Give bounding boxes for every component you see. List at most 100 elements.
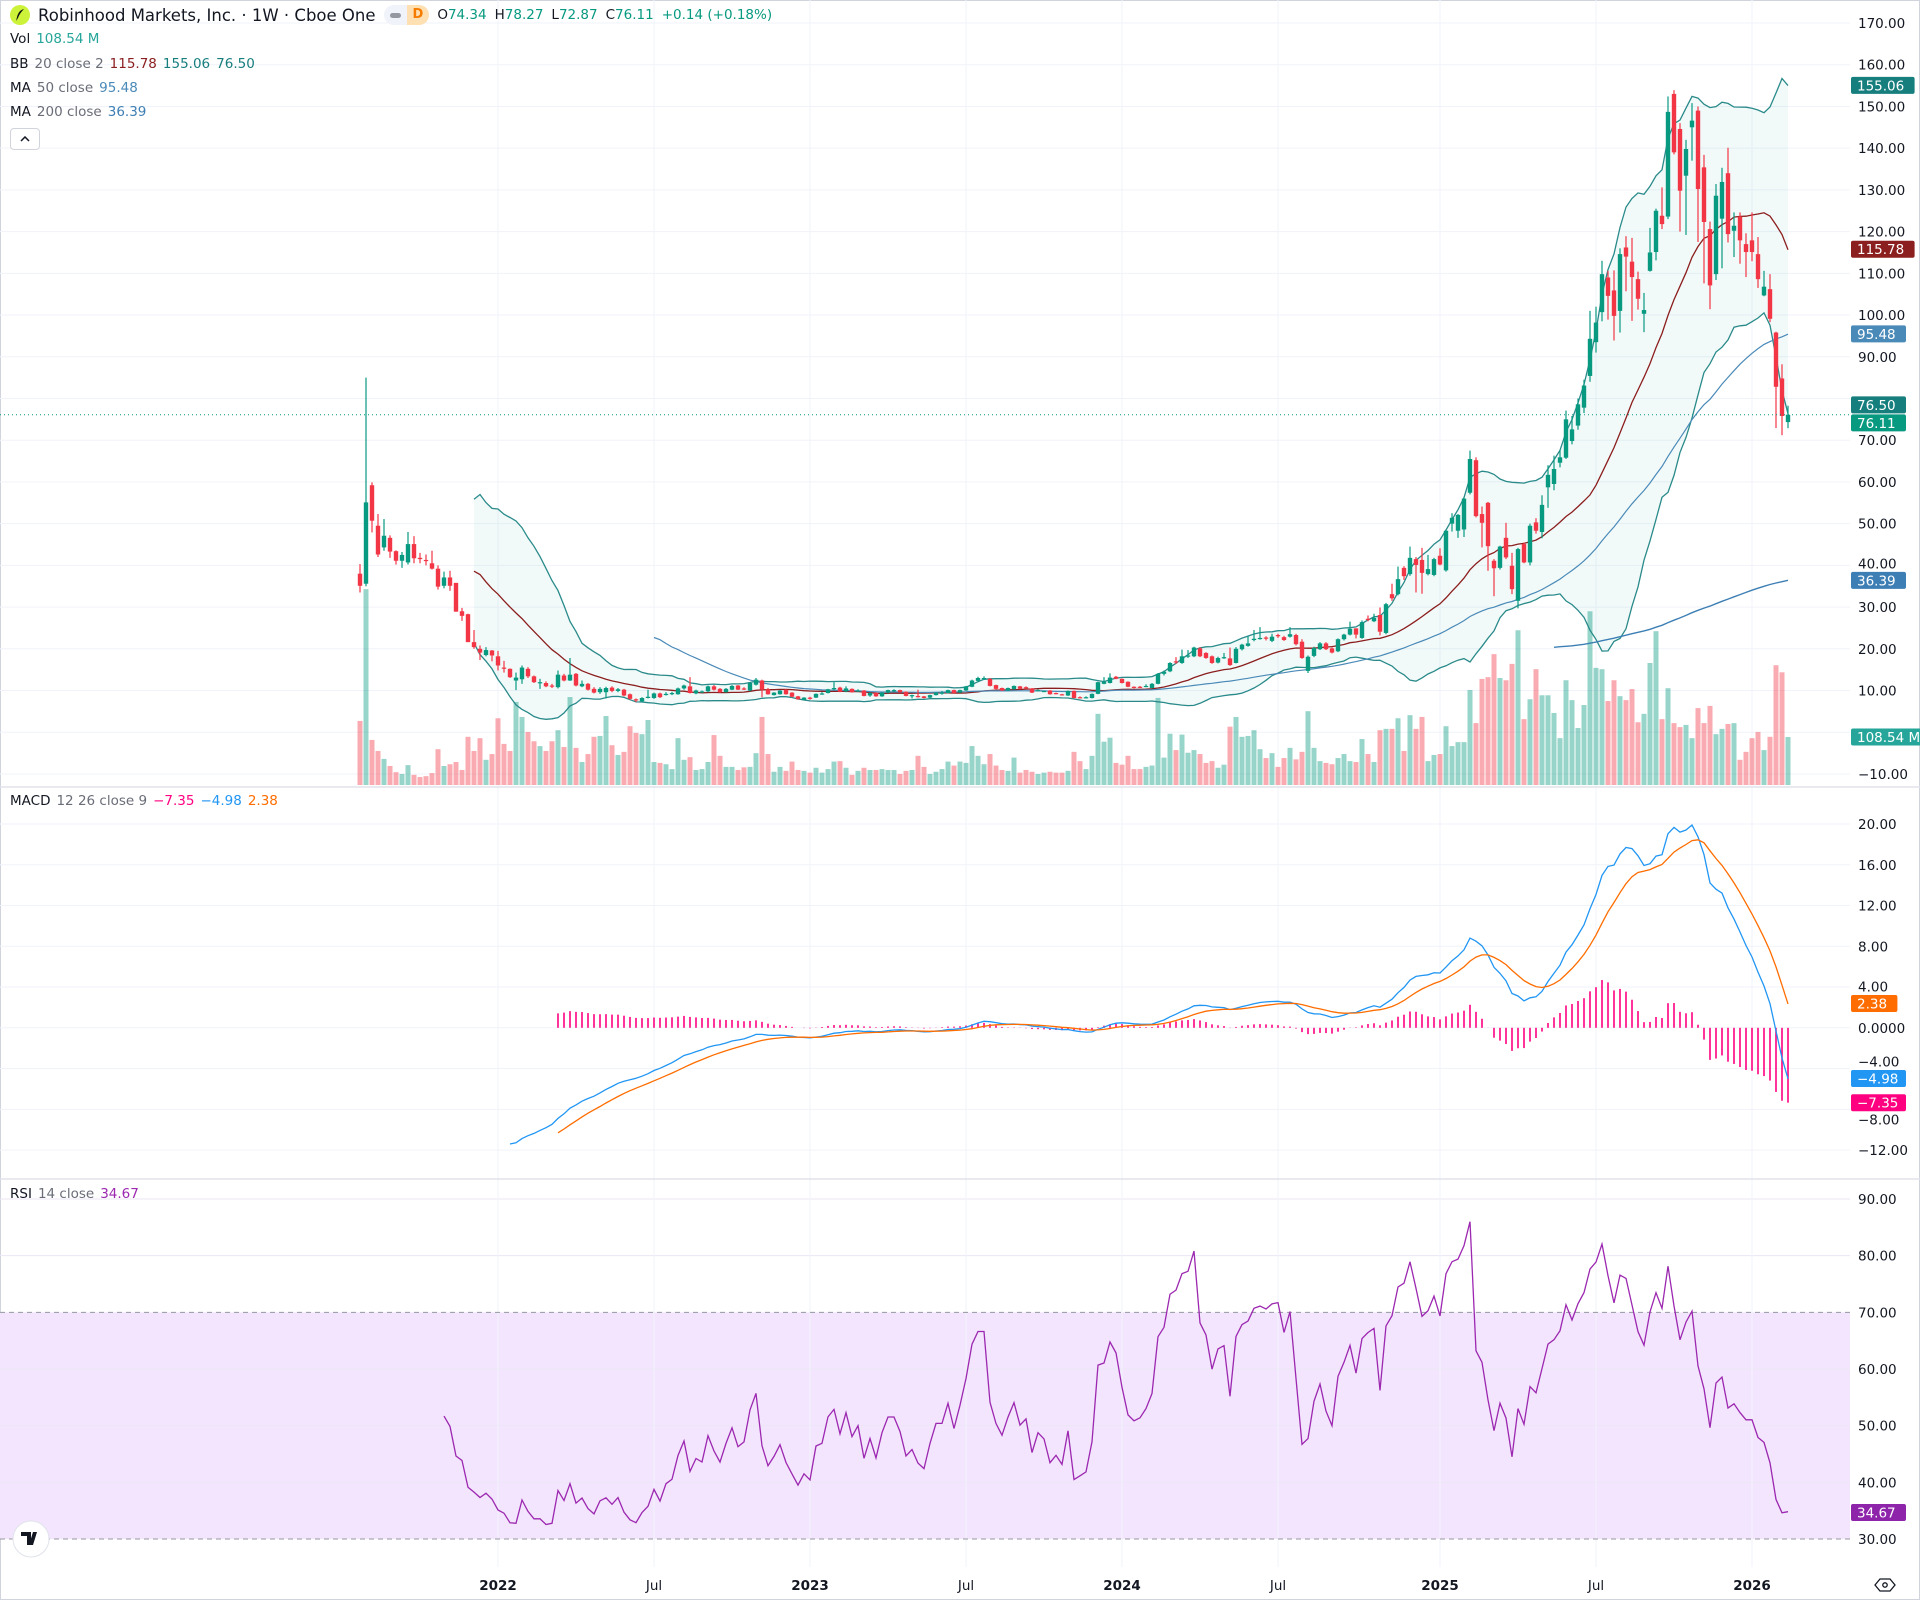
candle[interactable] [717, 688, 723, 694]
candle[interactable] [687, 677, 693, 694]
candle[interactable] [903, 691, 909, 697]
candle[interactable] [957, 689, 963, 694]
candle[interactable] [1221, 652, 1227, 659]
candle[interactable] [909, 694, 915, 699]
candle[interactable] [579, 680, 585, 688]
candle[interactable] [363, 377, 369, 587]
candle[interactable] [1191, 646, 1197, 658]
candle[interactable] [597, 687, 603, 694]
candle[interactable] [615, 688, 621, 693]
candle[interactable] [987, 678, 993, 687]
candle[interactable] [831, 682, 837, 691]
candle[interactable] [375, 514, 381, 558]
candle[interactable] [1059, 693, 1065, 696]
candle[interactable] [1623, 236, 1629, 292]
candle[interactable] [747, 682, 753, 692]
candle[interactable] [1479, 506, 1485, 548]
candle[interactable] [567, 657, 573, 681]
candle[interactable] [1209, 655, 1215, 664]
candle[interactable] [741, 687, 747, 691]
candle[interactable] [1605, 270, 1611, 320]
candle[interactable] [855, 689, 861, 692]
candle[interactable] [789, 692, 795, 698]
candle[interactable] [777, 690, 783, 695]
candle[interactable] [1125, 681, 1131, 688]
ma200-legend[interactable]: MA 200 close 36.39 [10, 104, 146, 120]
candle[interactable] [435, 565, 441, 590]
candle[interactable] [765, 688, 771, 695]
candle[interactable] [1755, 237, 1761, 288]
candle[interactable] [465, 613, 471, 643]
tradingview-logo[interactable] [12, 1520, 50, 1558]
candle[interactable] [1011, 685, 1017, 690]
candle[interactable] [729, 685, 735, 691]
candle[interactable] [1575, 398, 1581, 430]
candle[interactable] [969, 679, 975, 688]
candle[interactable] [1587, 310, 1593, 382]
volume-legend[interactable]: Vol 108.54 M [10, 31, 99, 47]
candle[interactable] [1161, 670, 1167, 676]
candle[interactable] [1719, 167, 1725, 269]
candle[interactable] [1299, 639, 1305, 659]
candle[interactable] [1005, 687, 1011, 691]
candle[interactable] [1095, 681, 1101, 695]
candle[interactable] [1635, 271, 1641, 310]
candle[interactable] [1359, 620, 1365, 639]
candle[interactable] [1257, 627, 1263, 640]
candle[interactable] [459, 607, 465, 621]
candle[interactable] [1167, 662, 1173, 673]
candle[interactable] [1401, 566, 1407, 580]
candle[interactable] [891, 689, 897, 692]
candle[interactable] [1131, 686, 1137, 689]
candle[interactable] [801, 697, 807, 701]
candle[interactable] [1467, 450, 1473, 495]
candle[interactable] [1149, 683, 1155, 689]
candle[interactable] [573, 672, 579, 687]
candle[interactable] [645, 689, 651, 699]
candle[interactable] [1677, 123, 1683, 232]
candle[interactable] [669, 691, 675, 696]
candle[interactable] [1023, 686, 1029, 689]
candle[interactable] [1371, 613, 1377, 623]
candle[interactable] [543, 681, 549, 688]
candle[interactable] [501, 660, 507, 673]
candle[interactable] [705, 685, 711, 693]
candle[interactable] [441, 571, 447, 589]
candle[interactable] [531, 675, 537, 684]
candle[interactable] [675, 687, 681, 695]
candle[interactable] [1083, 696, 1089, 699]
candle[interactable] [1749, 212, 1755, 262]
candle[interactable] [771, 692, 777, 696]
candle[interactable] [1065, 690, 1071, 696]
candle[interactable] [1503, 522, 1509, 560]
candle[interactable] [633, 698, 639, 703]
candle[interactable] [1245, 636, 1251, 647]
candle[interactable] [1137, 685, 1143, 689]
candle[interactable] [1185, 650, 1191, 658]
candle[interactable] [513, 672, 519, 691]
candle[interactable] [861, 690, 867, 697]
candle[interactable] [1473, 457, 1479, 518]
candle[interactable] [735, 685, 741, 691]
candle[interactable] [1671, 90, 1677, 155]
candle[interactable] [1251, 630, 1257, 642]
candle[interactable] [1521, 542, 1527, 564]
candle[interactable] [1119, 678, 1125, 684]
candle[interactable] [681, 684, 687, 690]
candle[interactable] [399, 552, 405, 568]
macd-legend[interactable]: MACD 12 26 close 9 −7.35 −4.98 2.38 [10, 793, 278, 809]
candle[interactable] [1431, 557, 1437, 577]
ma50-legend[interactable]: MA 50 close 95.48 [10, 80, 138, 96]
candle[interactable] [591, 687, 597, 694]
candle[interactable] [1725, 147, 1731, 243]
candle[interactable] [1557, 450, 1563, 468]
candle[interactable] [477, 645, 483, 661]
market-status-badge[interactable]: D [383, 5, 430, 25]
candle[interactable] [1683, 139, 1689, 235]
candle[interactable] [1545, 465, 1551, 508]
candle[interactable] [495, 650, 501, 671]
candle[interactable] [1653, 208, 1659, 261]
candle[interactable] [1281, 635, 1287, 641]
candle[interactable] [1089, 693, 1095, 699]
candle[interactable] [369, 482, 375, 533]
